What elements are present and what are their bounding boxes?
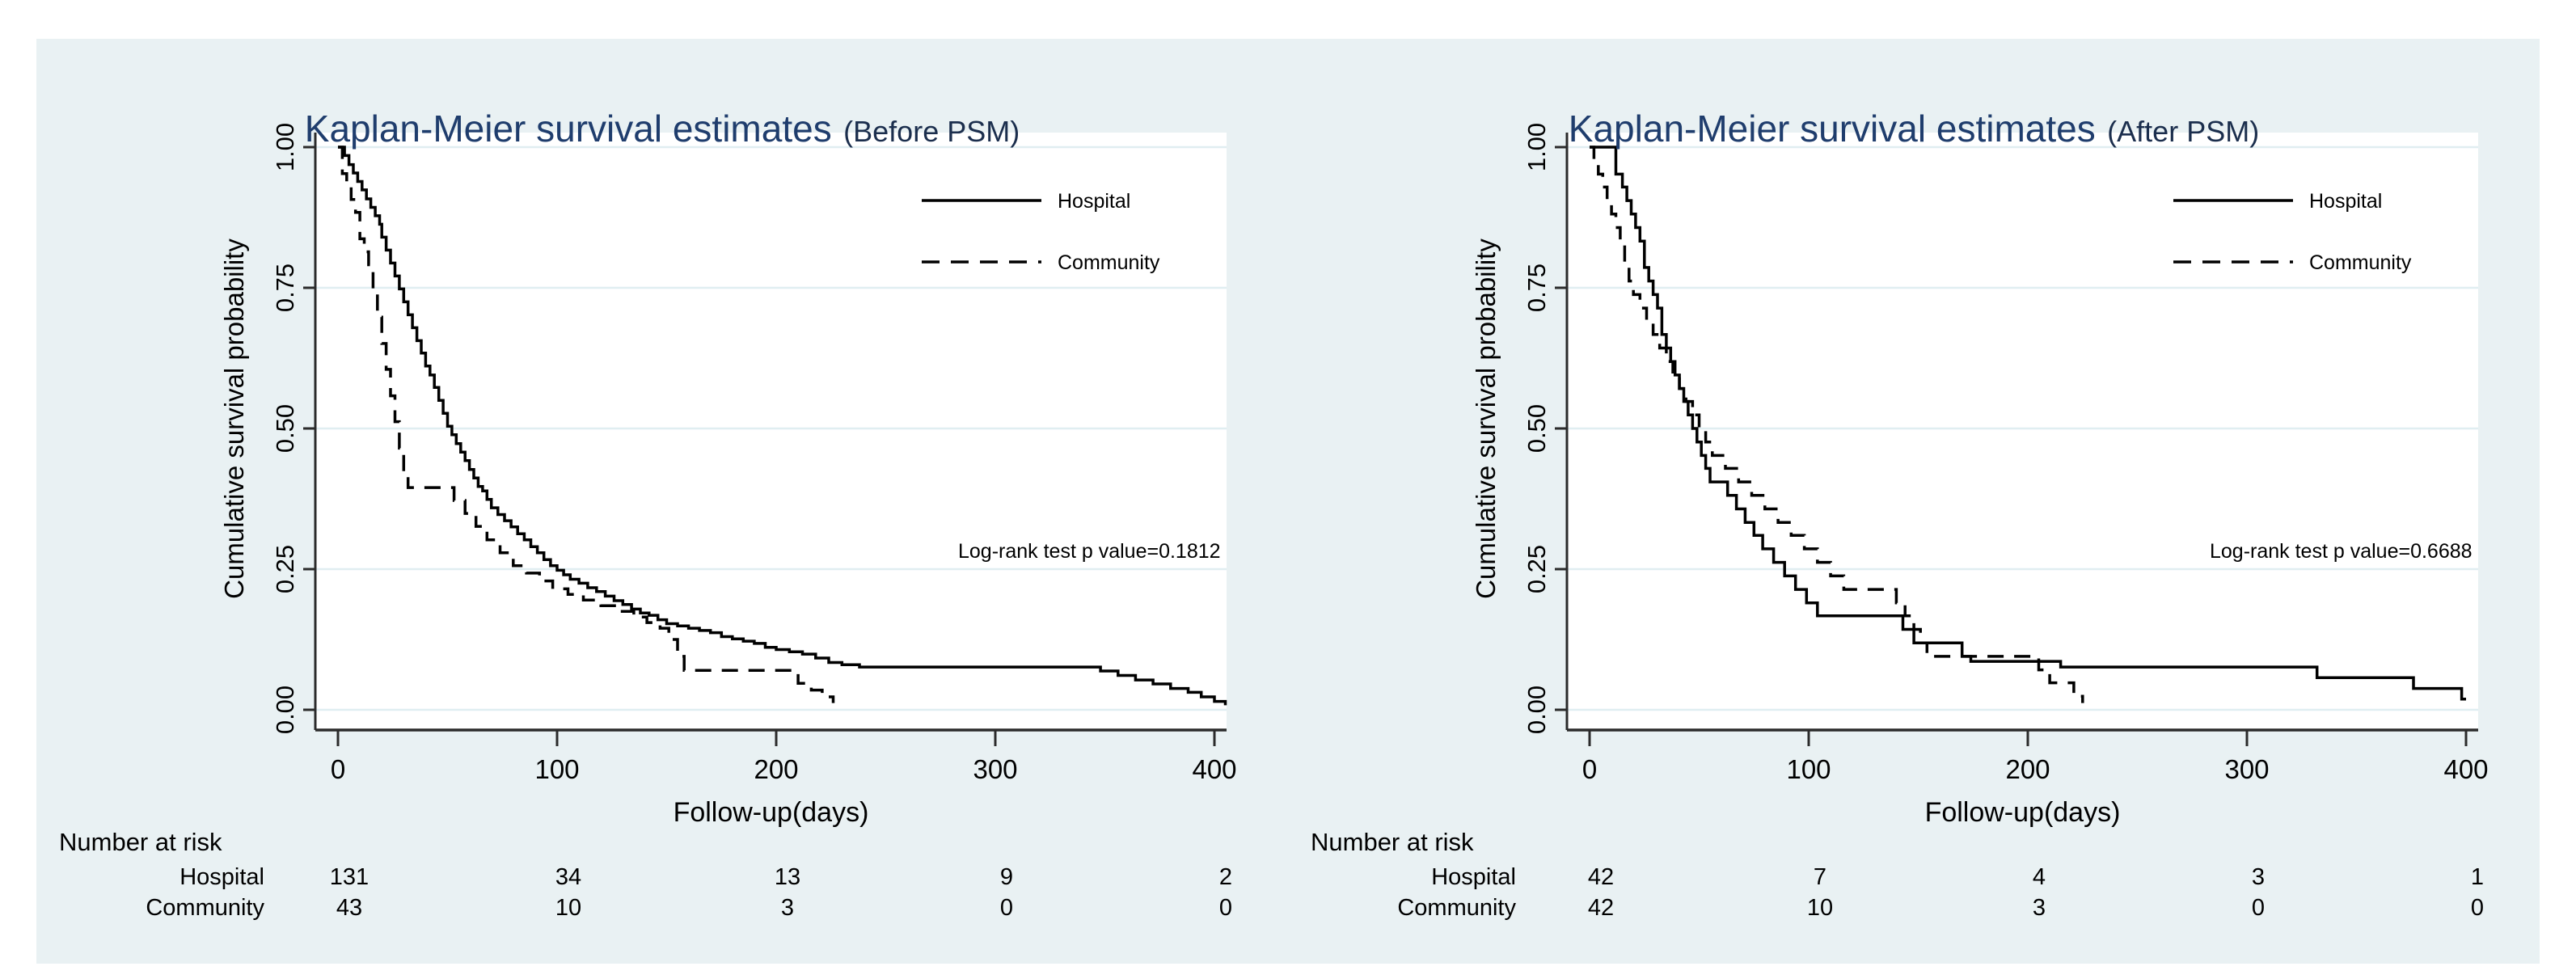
risk-count: 0 (2471, 895, 2484, 921)
panel-title-main: Kaplan-Meier survival estimates (304, 108, 832, 150)
legend-label-community: Community (1058, 251, 1160, 274)
plot-area (1567, 133, 2478, 730)
y-axis-title: Cumulative survival probability (219, 238, 249, 599)
risk-count: 13 (775, 864, 800, 890)
y-tick-label: 0.75 (271, 264, 299, 312)
legend-label-hospital: Hospital (2309, 190, 2382, 213)
x-tick-label: 400 (1192, 754, 1236, 784)
x-tick-label: 200 (2005, 754, 2050, 784)
km-plot-before: 1.00 0.75 0.50 0.25 0.00 Cumulative survival … (59, 123, 1237, 921)
risk-count: 34 (555, 864, 581, 890)
y-axis-title: Cumulative survival probability (1471, 238, 1501, 599)
x-tick-label: 400 (2443, 754, 2488, 784)
risk-row-label-community: Community (1397, 895, 1516, 921)
risk-count: 10 (555, 895, 581, 921)
panel-title-after: Kaplan-Meier survival estimates (After P… (1288, 107, 2540, 150)
risk-count: 9 (1000, 864, 1013, 890)
x-tick-label: 300 (2224, 754, 2269, 784)
risk-count: 3 (2033, 895, 2046, 921)
risk-count: 10 (1807, 895, 1833, 921)
risk-count: 3 (2252, 864, 2265, 890)
x-tick-label: 300 (973, 754, 1017, 784)
y-tick-label: 0.50 (1522, 404, 1551, 453)
y-tick-label: 0.50 (271, 404, 299, 453)
panel-title-paren (2099, 115, 2107, 148)
risk-count: 0 (1000, 895, 1013, 921)
legend-label-community: Community (2309, 251, 2412, 274)
y-tick-label: 1.00 (271, 123, 299, 171)
panel-title-paren-text: (After PSM) (2107, 115, 2260, 148)
risk-count: 0 (1219, 895, 1232, 921)
x-tick-label: 0 (1582, 754, 1597, 784)
km-panel-after-psm: Kaplan-Meier survival estimates (After P… (1288, 39, 2540, 964)
risk-count: 42 (1588, 895, 1614, 921)
risk-table-header: Number at risk (59, 828, 222, 856)
km-curve-community (1590, 146, 2084, 703)
plot-area (315, 133, 1227, 730)
risk-count: 4 (2033, 864, 2046, 890)
risk-count: 0 (2252, 895, 2265, 921)
x-tick-label: 0 (331, 754, 345, 784)
y-tick-label: 0.75 (1522, 264, 1551, 312)
risk-row-label-hospital: Hospital (179, 864, 264, 890)
y-tick-label: 0.25 (271, 545, 299, 593)
km-curve-hospital (338, 146, 1227, 706)
km-panel-before-psm: Kaplan-Meier survival estimates (Before … (36, 39, 1288, 964)
x-tick-label: 100 (1786, 754, 1831, 784)
risk-count: 1 (2471, 864, 2484, 890)
x-tick-label: 200 (754, 754, 798, 784)
risk-count: 42 (1588, 864, 1614, 890)
y-tick-label: 1.00 (1522, 123, 1551, 171)
risk-count: 2 (1219, 864, 1232, 890)
panel-title-paren-text: (Before PSM) (843, 115, 1020, 148)
figure-canvas: Kaplan-Meier survival estimates (Before … (36, 39, 2540, 964)
risk-count: 131 (330, 864, 369, 890)
risk-count: 43 (336, 895, 362, 921)
y-tick-label: 0.00 (1522, 686, 1551, 734)
risk-count: 3 (781, 895, 794, 921)
logrank-annotation: Log-rank test p value=0.1812 (958, 540, 1221, 563)
y-tick-label: 0.00 (271, 686, 299, 734)
x-tick-label: 100 (534, 754, 579, 784)
risk-row-label-hospital: Hospital (1431, 864, 1516, 890)
y-tick-label: 0.25 (1522, 545, 1551, 593)
km-curve-community (338, 146, 835, 703)
panel-title-before: Kaplan-Meier survival estimates (Before … (36, 107, 1288, 150)
km-plot-after: 1.00 0.75 0.50 0.25 0.00 Cumulative survival … (1311, 123, 2489, 921)
risk-table-header: Number at risk (1311, 828, 1474, 856)
panel-title-main: Kaplan-Meier survival estimates (1568, 108, 2096, 150)
logrank-annotation: Log-rank test p value=0.6688 (2210, 540, 2473, 563)
panel-title-paren (835, 115, 843, 148)
x-axis-title: Follow-up(days) (1925, 797, 2121, 828)
x-axis-title: Follow-up(days) (674, 797, 869, 828)
legend-label-hospital: Hospital (1058, 190, 1130, 213)
risk-row-label-community: Community (146, 895, 264, 921)
risk-count: 7 (1814, 864, 1826, 890)
